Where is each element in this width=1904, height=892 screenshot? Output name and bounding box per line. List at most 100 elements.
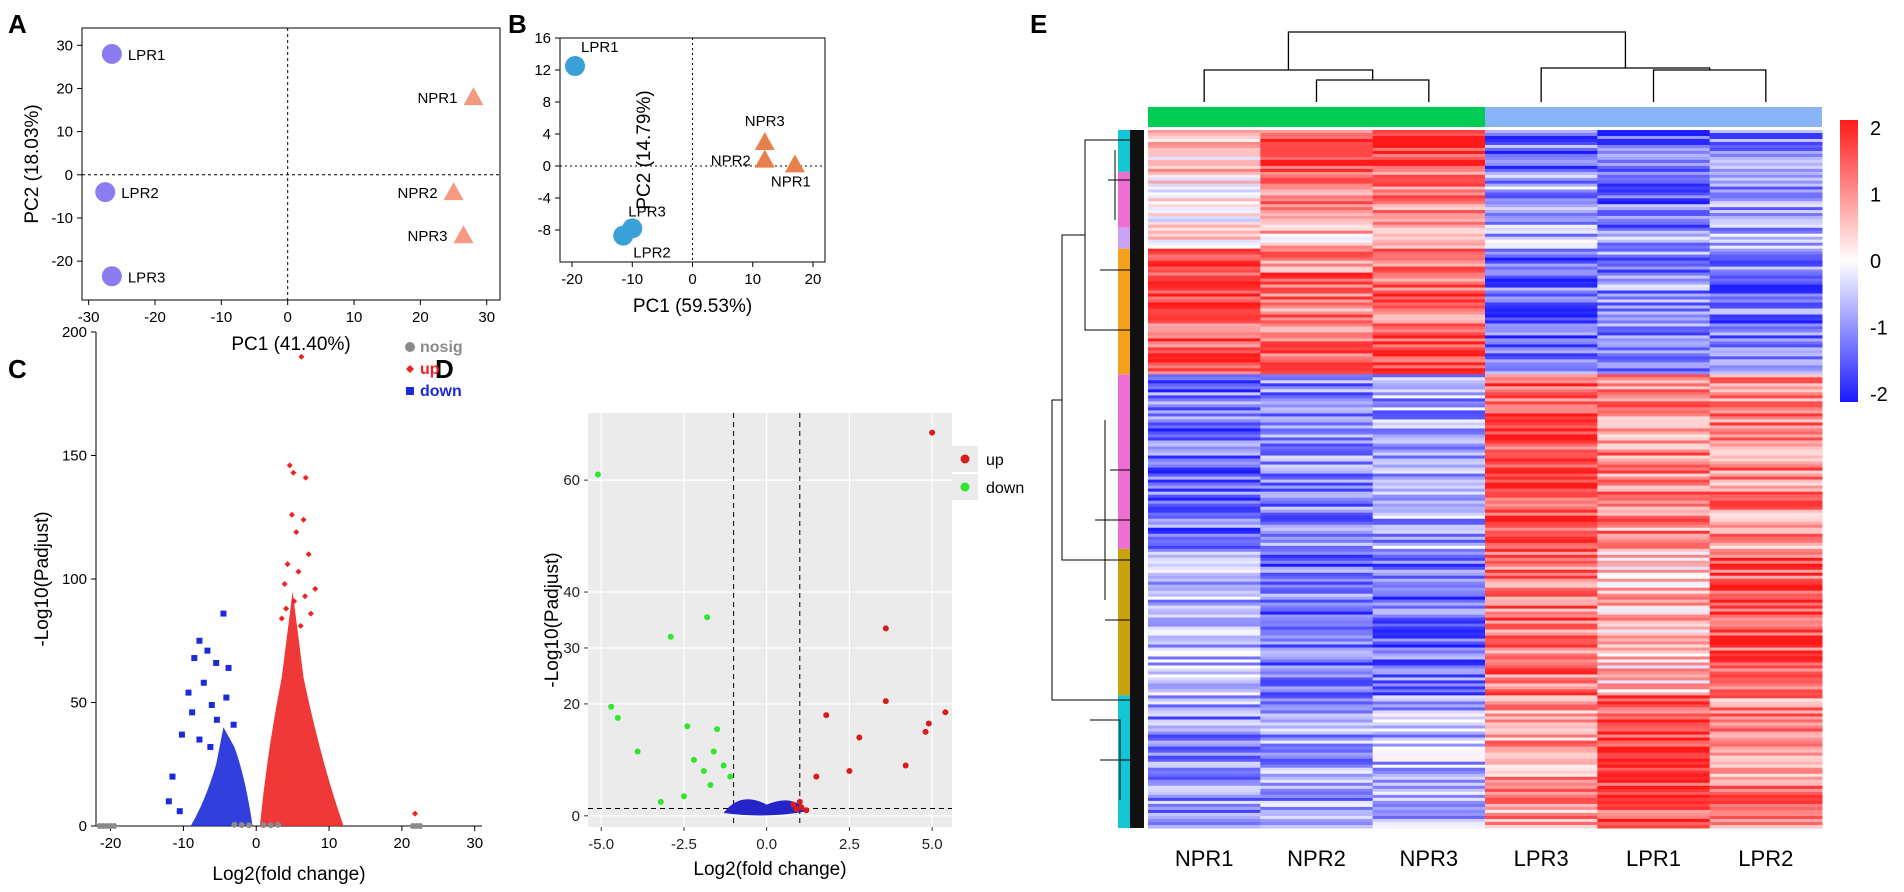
heatmap-cell [1597, 344, 1711, 348]
heatmap-cell [1372, 518, 1486, 523]
heatmap-cell [1709, 440, 1823, 444]
heatmap-cell [1260, 647, 1374, 652]
heatmap-cell [1709, 335, 1823, 339]
heatmap-cell [1597, 410, 1711, 414]
heatmap-cell [1485, 365, 1598, 369]
heatmap-cell [1597, 359, 1711, 363]
heatmap-cell [1597, 716, 1711, 720]
heatmap-cell [1260, 821, 1374, 826]
heatmap-cell [1372, 305, 1486, 309]
heatmap-cell [1485, 587, 1598, 592]
heatmap-cell [1485, 162, 1598, 167]
heatmap-cell [1597, 314, 1711, 318]
point-label: LPR1 [128, 47, 166, 64]
heatmap-cell [1260, 186, 1374, 191]
heatmap-cell [1260, 275, 1374, 280]
heatmap-cell [1148, 566, 1261, 571]
heatmap-cell [1260, 485, 1374, 490]
heatmap-cell [1597, 503, 1711, 508]
down-point [196, 637, 203, 644]
heatmap-cell [1148, 398, 1261, 402]
heatmap-cell [1148, 812, 1261, 817]
heatmap-cell [1485, 800, 1598, 805]
heatmap-cell [1260, 377, 1374, 381]
heatmap-cell [1372, 641, 1486, 646]
heatmap-cell [1485, 311, 1598, 315]
heatmap-cell [1485, 737, 1598, 742]
heatmap-cell [1597, 221, 1711, 226]
down-point [714, 726, 721, 733]
heatmap-cell [1260, 365, 1374, 369]
column-label: LPR2 [1738, 846, 1793, 871]
heatmap-cell [1372, 509, 1486, 514]
point-label: LPR1 [581, 39, 619, 56]
heatmap-cell [1260, 224, 1374, 229]
heatmap-cell [1260, 464, 1374, 469]
heatmap-cell [1709, 575, 1823, 580]
heatmap-cell [1148, 419, 1261, 423]
heatmap-cell [1148, 221, 1261, 226]
down-point [700, 768, 707, 775]
heatmap-cell [1709, 800, 1823, 805]
heatmap-cell [1372, 302, 1486, 306]
heatmap-cell [1148, 671, 1261, 675]
heatmap-cell [1148, 317, 1261, 321]
heatmap-cell [1148, 629, 1261, 634]
heatmap-cell [1485, 440, 1598, 444]
heatmap-cell [1597, 695, 1711, 699]
heatmap-cell [1260, 263, 1374, 268]
heatmap-cell [1148, 407, 1261, 411]
up-point [942, 709, 949, 716]
heatmap-cell [1485, 614, 1598, 619]
heatmap-cell [1148, 371, 1261, 375]
heatmap-cell [1260, 686, 1374, 690]
heatmap-cell [1372, 551, 1486, 556]
heatmap-cell [1148, 524, 1261, 529]
heatmap-cell [1597, 198, 1711, 202]
heatmap-cell [1260, 395, 1374, 399]
heatmap-cell [1148, 548, 1261, 553]
heatmap-cell [1260, 144, 1374, 149]
legend-label-down: down [420, 383, 462, 400]
heatmap-cell [1485, 785, 1598, 790]
heatmap-cell [1485, 159, 1598, 164]
heatmap-cell [1372, 731, 1486, 736]
heatmap-cell [1485, 132, 1598, 137]
heatmap-cell [1597, 761, 1711, 766]
heatmap-cell [1709, 779, 1823, 784]
heatmap-cell [1597, 581, 1711, 586]
heatmap-cell [1148, 746, 1261, 751]
heatmap-cell [1597, 347, 1711, 351]
heatmap-cell [1148, 183, 1261, 188]
heatmap-cell [1372, 389, 1486, 393]
down-point [707, 782, 714, 789]
heatmap-cell [1148, 635, 1261, 640]
heatmap-cell [1597, 698, 1711, 702]
heatmap-cell [1372, 263, 1486, 268]
heatmap-cell [1260, 497, 1374, 502]
heatmap-cell [1148, 278, 1261, 283]
heatmap-cell [1597, 614, 1711, 619]
heatmap-cell [1485, 281, 1598, 286]
heatmap-cell [1372, 260, 1486, 265]
heatmap-cell [1372, 455, 1486, 460]
point-label: LPR3 [628, 203, 666, 220]
heatmap-cell [1372, 785, 1486, 790]
heatmap-cell [1485, 317, 1598, 321]
heatmap-cell [1597, 260, 1711, 265]
heatmap-cell [1148, 821, 1261, 826]
down-point [178, 731, 185, 738]
heatmap-cell [1597, 488, 1711, 493]
heatmap-cell [1709, 551, 1823, 556]
heatmap-cell [1597, 518, 1711, 523]
heatmap-cell [1485, 189, 1598, 193]
heatmap-cell [1372, 653, 1486, 657]
heatmap-cell [1485, 377, 1598, 381]
heatmap-cell [1148, 180, 1261, 185]
nosig-point [267, 822, 274, 829]
heatmap-cell [1372, 791, 1486, 796]
heatmap-cell [1709, 740, 1823, 745]
heatmap-cell [1709, 233, 1823, 238]
heatmap-cell [1597, 287, 1711, 292]
heatmap-cell [1597, 195, 1711, 199]
